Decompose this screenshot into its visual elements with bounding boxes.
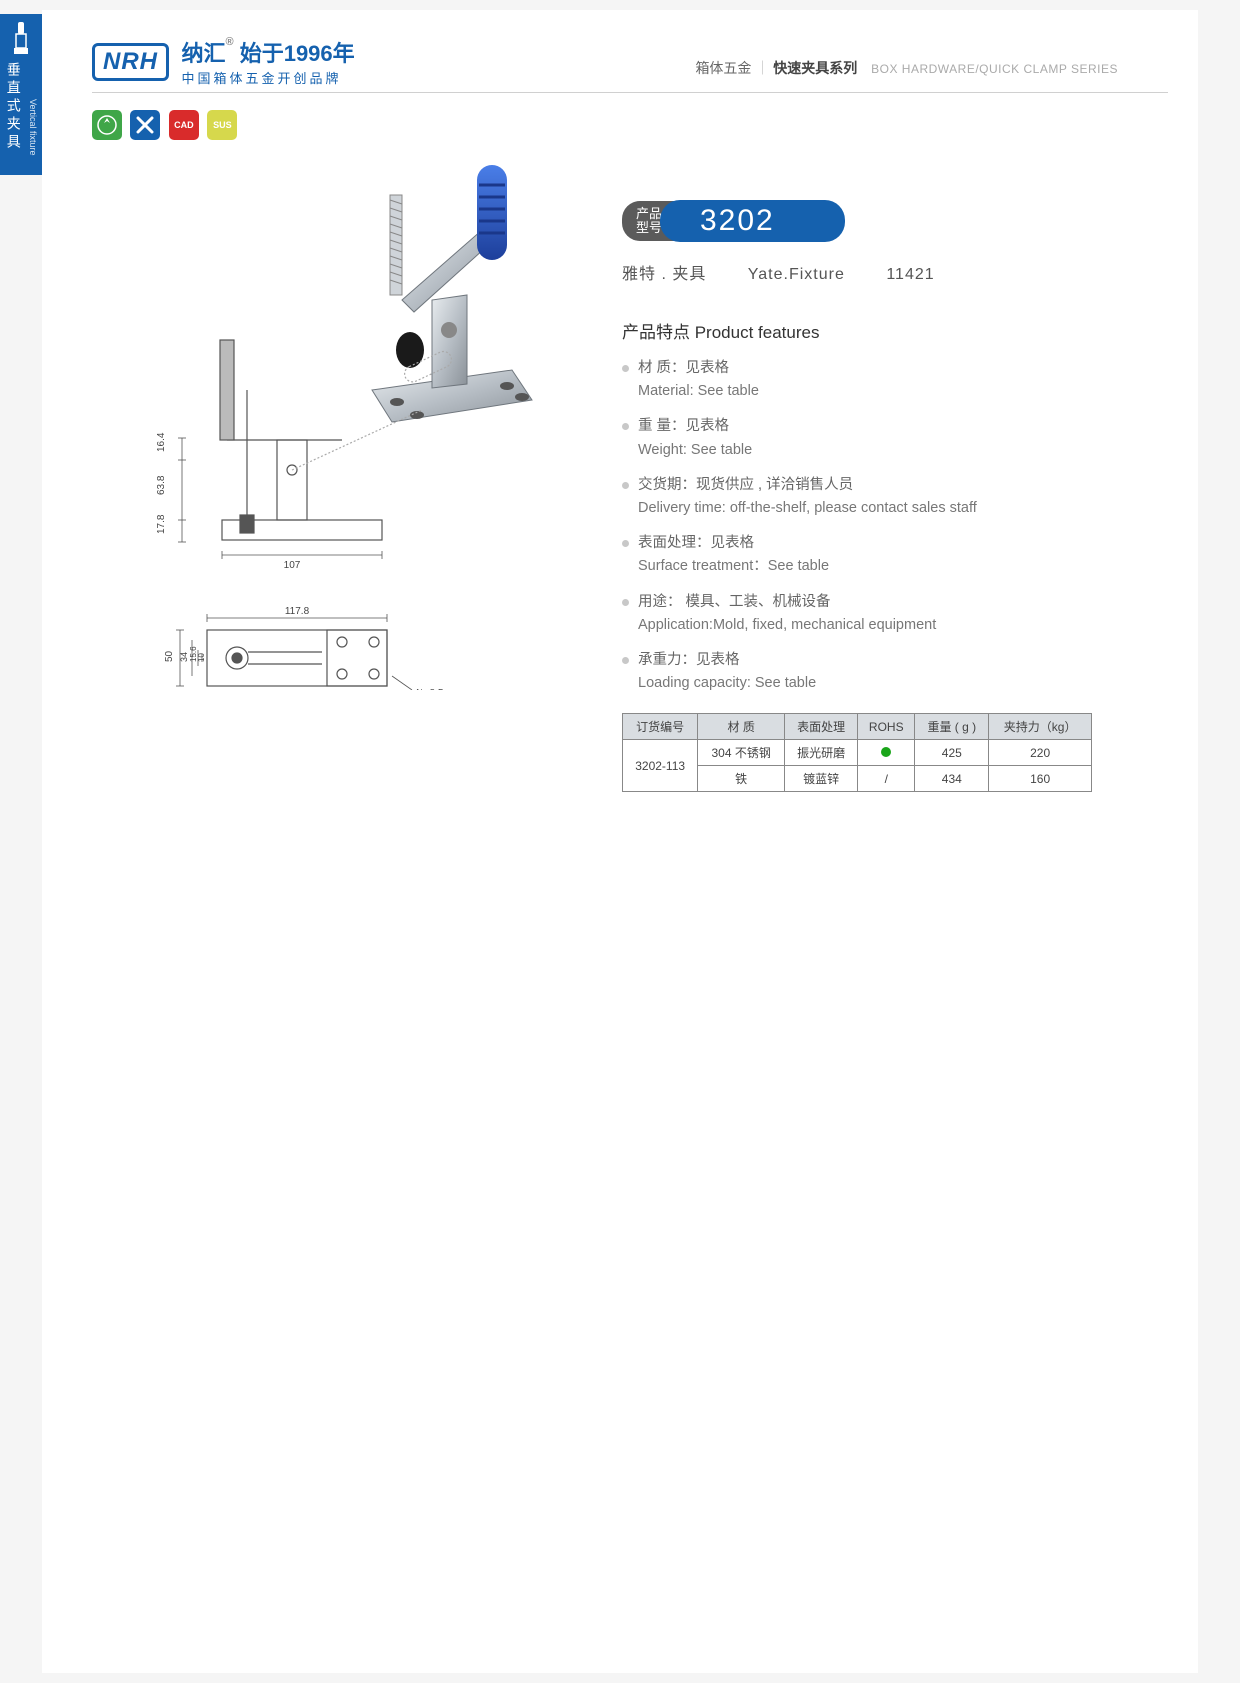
col-order: 订货编号: [623, 714, 698, 740]
dim-63-8: 63.8: [156, 475, 167, 495]
product-name-en: Yate.Fixture: [748, 266, 845, 283]
page: NRH 纳汇® 始于1996年 中国箱体五金开创品牌 箱体五金 ｜ 快速夹具系列…: [42, 10, 1198, 1673]
product-name-row: 雅特 . 夹具 Yate.Fixture 11421: [622, 260, 1102, 284]
col-force: 夹持力（kg）: [989, 714, 1092, 740]
table-header-row: 订货编号 材 质 表面处理 ROHS 重量 ( g ) 夹持力（kg）: [623, 714, 1092, 740]
side-tab-cn: 垂直式夹具: [4, 62, 24, 152]
table-row: 3202-113 304 不锈钢 振光研磨 425 220: [623, 740, 1092, 766]
cell-material: 304 不锈钢: [698, 740, 785, 766]
cell-order: 3202-113: [623, 740, 698, 792]
feature-item: 承重力：见表格Loading capacity: See table: [622, 649, 1102, 695]
feature-item: 材 质：见表格Material: See table: [622, 357, 1102, 403]
cell-force: 160: [989, 766, 1092, 792]
spec-table: 订货编号 材 质 表面处理 ROHS 重量 ( g ) 夹持力（kg） 3202…: [622, 713, 1092, 792]
brand-cn: 纳汇: [181, 41, 225, 66]
logo-badge: NRH: [92, 43, 169, 81]
badge-row: CAD SUS: [92, 110, 241, 140]
header-cat-2: 快速夹具系列: [773, 60, 857, 76]
feature-item: 表面处理：见表格Surface treatment：See table: [622, 532, 1102, 578]
features-title: 产品特点 Product features: [622, 318, 1102, 343]
dim-50: 50: [164, 650, 175, 662]
features-list: 材 质：见表格Material: See table 重 量：见表格Weight…: [622, 357, 1102, 695]
dim-16-4: 16.4: [156, 432, 167, 452]
dim-holes: 4*ø8.5: [414, 688, 444, 690]
badge-eco-icon: [92, 110, 122, 140]
col-weight: 重量 ( g ): [915, 714, 989, 740]
feature-item: 用途： 模具、工装、机械设备Application:Mold, fixed, m…: [622, 591, 1102, 637]
info-column: 产品 型号 3202 雅特 . 夹具 Yate.Fixture 11421 产品…: [622, 200, 1102, 792]
model-number: 3202: [660, 200, 845, 242]
brand-since: 始于1996年: [240, 41, 355, 66]
dim-34: 34: [179, 652, 189, 662]
model-badge: 产品 型号 3202: [622, 200, 1102, 242]
rohs-dot-icon: [881, 747, 891, 757]
dim-10: 10: [197, 653, 206, 662]
cell-rohs: [858, 740, 915, 766]
product-code: 11421: [886, 266, 934, 283]
header-cat-en: BOX HARDWARE/QUICK CLAMP SERIES: [871, 62, 1118, 76]
cell-surface: 镀蓝锌: [785, 766, 858, 792]
cell-surface: 振光研磨: [785, 740, 858, 766]
technical-drawing: 16.4 63.8 17.8 107 117.8 50 34 15.6 10 2…: [102, 320, 482, 690]
feature-item: 重 量：见表格Weight: See table: [622, 415, 1102, 461]
cell-rohs: /: [858, 766, 915, 792]
cell-force: 220: [989, 740, 1092, 766]
side-category-tab: 垂直式夹具 Vertical fixture: [0, 14, 42, 175]
col-material: 材 质: [698, 714, 785, 740]
col-surface: 表面处理: [785, 714, 858, 740]
badge-cad-icon: CAD: [169, 110, 199, 140]
side-tab-en: Vertical fixture: [28, 99, 38, 156]
header-cat-1: 箱体五金: [695, 60, 751, 76]
product-name-cn: 雅特 . 夹具: [622, 266, 706, 283]
badge-sus-icon: SUS: [207, 110, 237, 140]
clamp-icon: [12, 22, 30, 56]
header-category: 箱体五金 ｜ 快速夹具系列 BOX HARDWARE/QUICK CLAMP S…: [695, 58, 1118, 78]
badge-screw-icon: [130, 110, 160, 140]
cell-weight: 425: [915, 740, 989, 766]
dim-107: 107: [284, 560, 301, 571]
header-divider: [92, 92, 1168, 93]
feature-item: 交货期：现货供应 , 详洽销售人员Delivery time: off-the-…: [622, 474, 1102, 520]
logo: NRH 纳汇® 始于1996年 中国箱体五金开创品牌: [92, 36, 355, 87]
col-rohs: ROHS: [858, 714, 915, 740]
cell-material: 铁: [698, 766, 785, 792]
brand-tagline: 中国箱体五金开创品牌: [181, 68, 354, 87]
dim-17-8: 17.8: [156, 514, 167, 534]
header: NRH 纳汇® 始于1996年 中国箱体五金开创品牌 箱体五金 ｜ 快速夹具系列…: [92, 36, 1148, 96]
cell-weight: 434: [915, 766, 989, 792]
dim-117-8: 117.8: [285, 606, 310, 617]
